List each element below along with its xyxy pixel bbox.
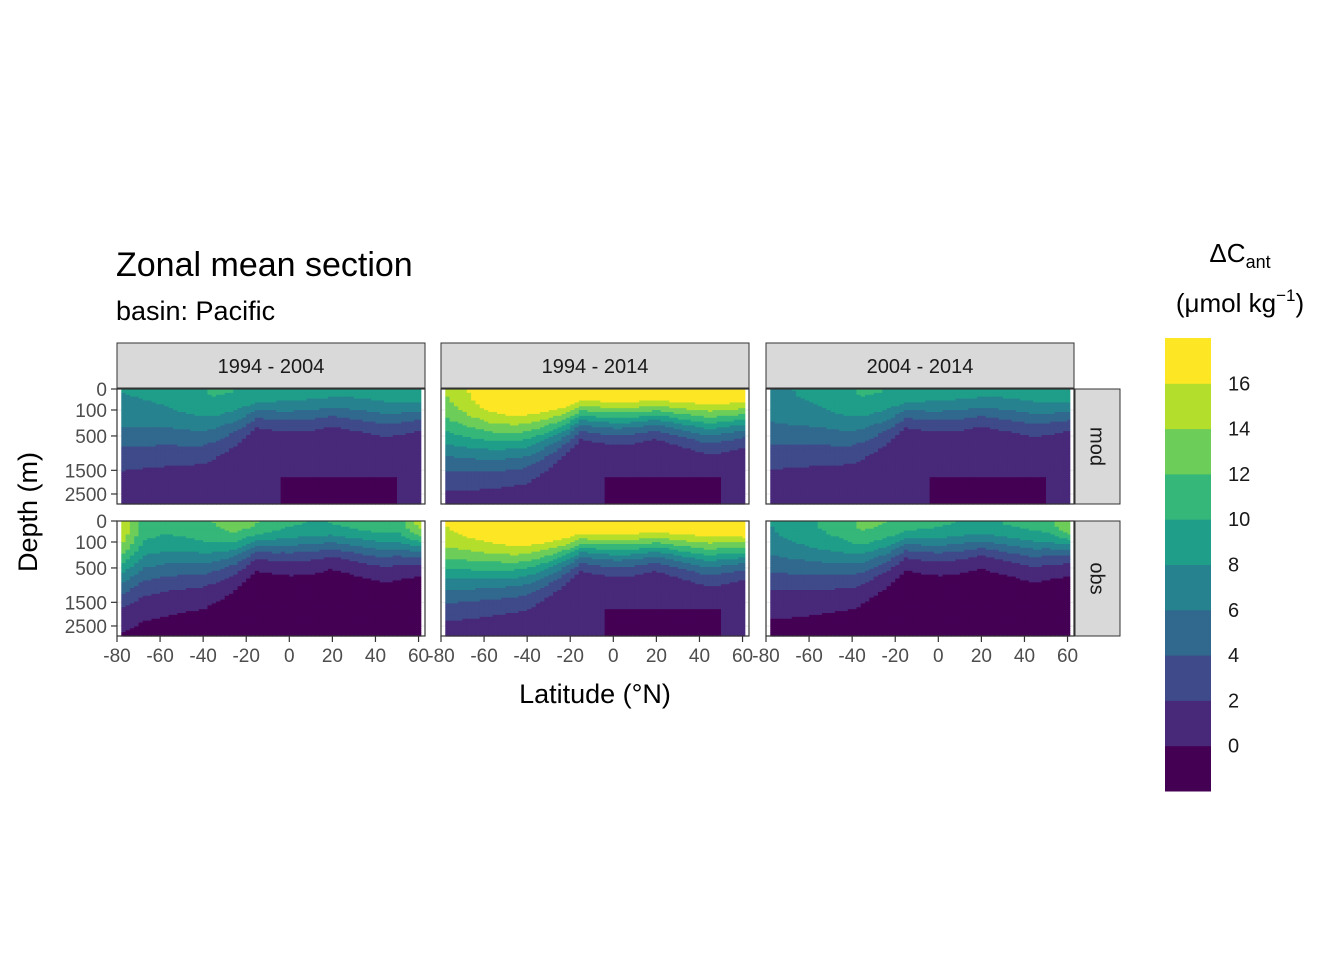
- contour-field: [121, 389, 421, 505]
- y-tick-label: 500: [75, 427, 107, 448]
- y-tick-label: 100: [75, 401, 107, 422]
- x-axis-label: Latitude (°N): [519, 679, 671, 709]
- facet-strip-label: 1994 - 2004: [218, 356, 325, 378]
- facet-strip-label: obs: [1086, 562, 1108, 594]
- y-tick-label: 2500: [65, 617, 107, 638]
- y-tick-label: 100: [75, 533, 107, 554]
- facet-panel: [117, 389, 425, 505]
- facet-strip-right: obs: [1075, 521, 1120, 636]
- y-tick-label: 2500: [65, 485, 107, 506]
- facet-strip-top: 1994 - 2004: [117, 343, 425, 388]
- y-tick-label: 0: [96, 380, 107, 401]
- facet-strip-label: 1994 - 2014: [542, 356, 649, 378]
- facet-strip-top: 1994 - 2014: [441, 343, 749, 388]
- y-tick-label: 0: [96, 512, 107, 533]
- y-tick-label: 500: [75, 559, 107, 580]
- facet-strip-label: 2004 - 2014: [867, 356, 974, 378]
- zonal-mean-section-chart: Zonal mean section basin: Pacific Latitu…: [0, 0, 1344, 960]
- y-tick-label: 1500: [65, 593, 107, 614]
- chart-container: Zonal mean section basin: Pacific Latitu…: [0, 0, 1344, 960]
- y-axis-label: Depth (m): [13, 452, 43, 572]
- chart-title: Zonal mean section: [116, 246, 413, 284]
- chart-subtitle: basin: Pacific: [116, 296, 275, 326]
- facet-strip-label: mod: [1086, 427, 1108, 466]
- facet-strip-right: mod: [1075, 389, 1120, 504]
- y-tick-label: 1500: [65, 461, 107, 482]
- facet-strip-top: 2004 - 2014: [766, 343, 1074, 388]
